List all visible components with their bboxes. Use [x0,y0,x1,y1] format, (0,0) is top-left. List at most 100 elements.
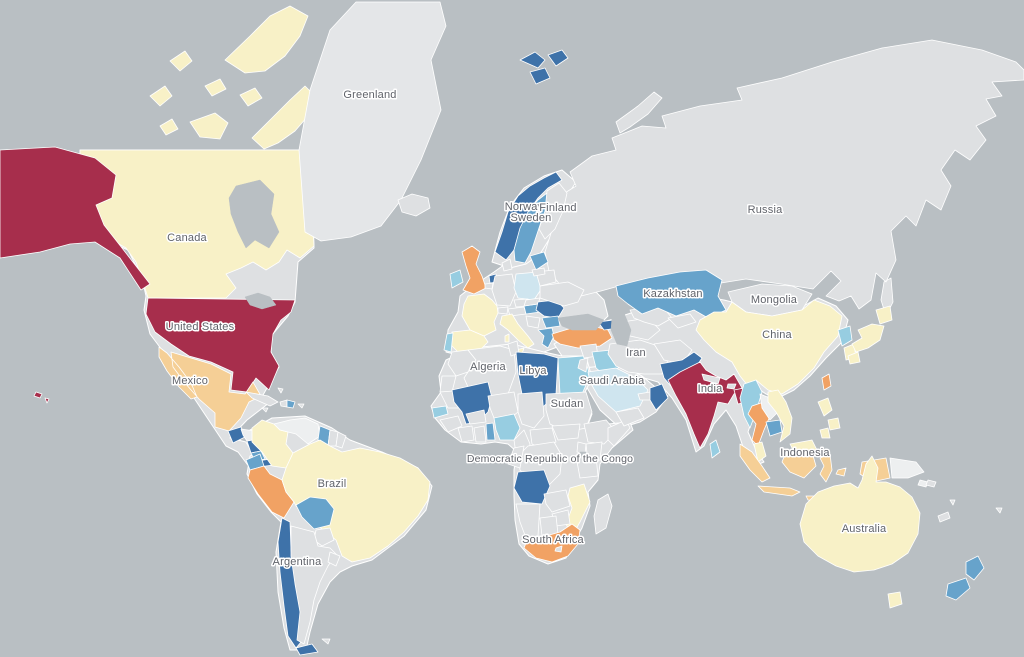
country-bhutan[interactable] [726,383,737,390]
country-label-saudi-arabia: Saudi Arabia [580,375,645,387]
country-oman[interactable] [649,383,669,411]
country-label-brazil: Brazil [318,478,347,490]
country-namibia[interactable] [515,503,541,539]
country-new-zealand[interactable] [945,555,985,601]
country-venezuela[interactable] [273,417,321,445]
country-colombia[interactable] [251,419,294,469]
country-guinea[interactable] [439,415,463,433]
country-angola[interactable] [513,469,551,505]
country-jamaica[interactable] [261,407,269,413]
country-label-sudan: Sudan [551,398,584,410]
country-saudi-arabia[interactable] [587,367,649,413]
country-argentina[interactable] [290,525,337,645]
country-cambodia[interactable] [765,419,783,437]
country-label-indonesia: Indonesia [780,447,830,459]
country-germany[interactable] [491,273,517,307]
country-australia[interactable] [799,455,921,609]
country-french-guiana[interactable] [335,431,347,449]
country-label-libya: Libya [519,365,547,377]
country-serbia[interactable] [525,315,541,329]
country-bulgaria[interactable] [541,315,561,329]
country-fiji[interactable] [995,507,1003,514]
country-benin[interactable] [485,422,496,441]
country-switzerland[interactable] [497,306,509,315]
country-ireland[interactable] [449,269,464,289]
country-ukraine[interactable] [539,281,585,307]
country-vietnam[interactable] [767,389,793,443]
country-estonia-and-latvia[interactable] [529,251,549,271]
country-burkina-faso[interactable] [465,409,487,425]
country-label-china: China [762,329,792,341]
hudson-bay [228,179,280,249]
country-madagascar[interactable] [593,493,613,535]
country-iran[interactable] [607,339,669,375]
country-india[interactable] [667,361,743,449]
country-label-kazakhstan: Kazakhstan [643,288,702,300]
country-label-algeria: Algeria [470,361,506,373]
country-russia[interactable] [544,39,1024,317]
country-lesotho[interactable] [554,545,563,553]
country-svalbard[interactable] [519,49,569,85]
country-bahamas[interactable] [277,387,284,394]
country-label-iran: Iran [626,347,646,359]
country-cuba[interactable] [245,391,279,407]
country-label-democratic-republic-of-the-congo: Democratic Republic of the Congo [467,453,633,465]
country-new-caledonia[interactable] [937,511,951,523]
country-solomon-islands[interactable] [925,479,937,488]
country-label-south-africa: South Africa [522,534,584,546]
country-greece[interactable] [537,327,555,349]
country-north-korea[interactable] [837,325,853,347]
country-papua-new-guinea[interactable] [889,457,929,488]
country-uruguay[interactable] [327,551,341,567]
caspian-sea [610,312,632,347]
country-chad[interactable] [517,391,545,429]
black-sea [557,313,605,331]
country-south-sudan[interactable] [551,423,581,441]
country-denmark[interactable] [501,258,513,272]
country-label-mongolia: Mongolia [751,294,798,306]
country-label-united-states: United States [166,321,235,333]
country-label-mexico: Mexico [172,375,208,387]
country-label-india: India [698,383,724,395]
country-mexico[interactable] [158,346,262,432]
country-label-canada: Canada [167,232,207,244]
country-yemen[interactable] [615,407,645,427]
country-nepal[interactable] [701,373,721,385]
country-belgium[interactable] [484,282,494,290]
country-label-russia: Russia [748,204,784,216]
country-sri-lanka[interactable] [709,439,721,459]
country-france[interactable] [461,293,499,337]
country-iceland[interactable] [397,193,431,217]
country-label-argentina: Argentina [273,556,323,568]
country-dominican-republic[interactable] [286,399,296,409]
country-lithuania[interactable] [531,267,546,277]
country-label-greenland: Greenland [343,89,396,101]
country-japan[interactable] [847,305,893,365]
country-zambia[interactable] [543,489,571,513]
great-lakes [244,292,277,310]
country-jordan[interactable] [577,357,589,373]
country-falkland-islands[interactable] [321,638,331,645]
country-taiwan[interactable] [821,373,832,391]
country-label-norway: Norway [505,201,544,213]
lake-victoria [578,451,587,459]
country-ghana[interactable] [473,425,487,443]
country-brazil[interactable] [281,439,431,563]
country-label-sweden: Sweden [511,212,552,224]
country-vanuatu[interactable] [949,499,956,506]
country-china[interactable] [695,299,843,395]
country-kyrgyzstan[interactable] [667,313,697,329]
country-portugal[interactable] [443,332,454,353]
country-bolivia[interactable] [295,496,335,530]
country-cote-d-ivoire[interactable] [457,425,475,443]
country-tanzania[interactable] [575,455,599,479]
country-senegal[interactable] [431,405,449,419]
country-greenland[interactable] [298,1,447,242]
country-philippines[interactable] [817,397,841,439]
country-finland[interactable] [538,182,568,240]
country-south-africa[interactable] [523,523,581,563]
country-congo[interactable] [507,445,525,469]
country-puerto-rico[interactable] [297,403,305,409]
